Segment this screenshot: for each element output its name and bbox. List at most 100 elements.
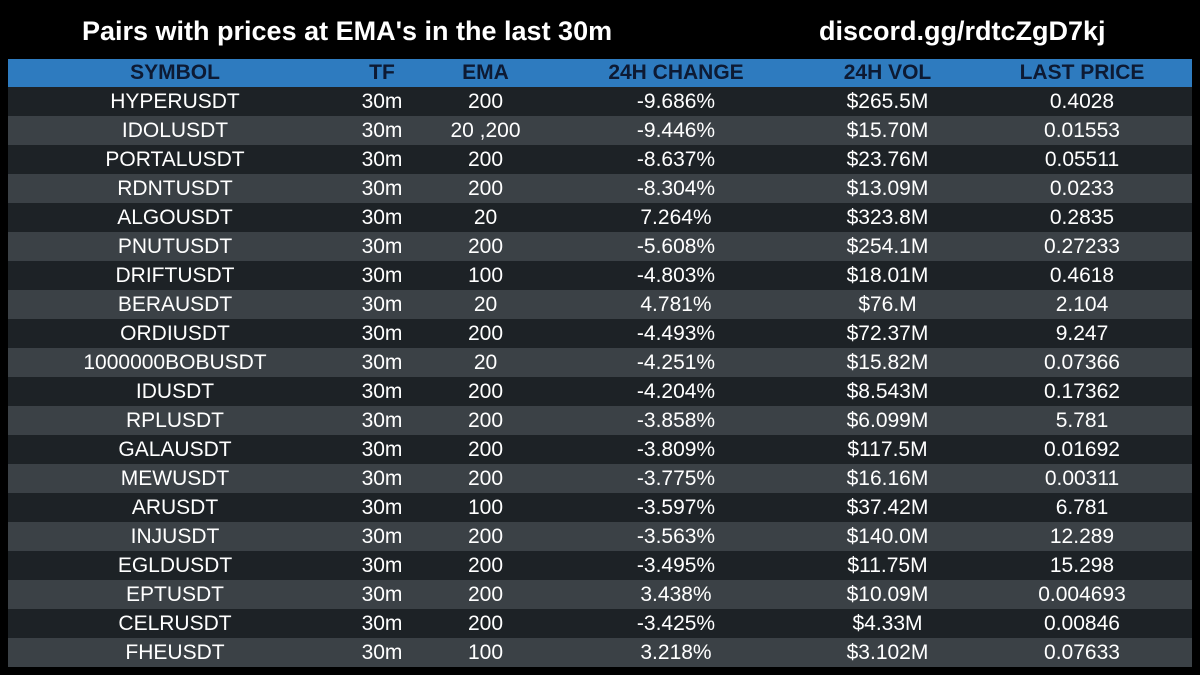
- tf-cell: 30m: [361, 496, 403, 519]
- change-cell: -3.775%: [636, 467, 716, 490]
- volume-cell: $117.5M: [847, 438, 928, 461]
- change-cell: -4.251%: [636, 351, 716, 374]
- table-row: FHEUSDT 30m 100 3.218% $3.102M 0.07633: [8, 638, 1192, 667]
- ema-cell: 200: [467, 409, 504, 432]
- ema-cell: 20: [473, 293, 498, 316]
- symbol-cell: IDUSDT: [135, 380, 215, 403]
- ema-cell: 200: [467, 235, 504, 258]
- symbol-cell: ORDIUSDT: [120, 322, 230, 345]
- tf-cell: 30m: [361, 554, 403, 577]
- volume-cell: $6.099M: [846, 409, 929, 432]
- symbol-cell: ARUSDT: [131, 496, 219, 519]
- volume-cell: $23.76M: [846, 148, 929, 171]
- volume-cell: $18.01M: [846, 264, 929, 287]
- last-price-cell: 0.0233: [1049, 177, 1115, 200]
- ema-cell: 200: [467, 467, 504, 490]
- change-cell: 3.438%: [640, 583, 712, 606]
- tf-cell: 30m: [361, 409, 403, 432]
- change-cell: -3.809%: [636, 438, 716, 461]
- table-row: IDOLUSDT 30m 20 ,200 -9.446% $15.70M 0.01553: [8, 116, 1192, 145]
- last-price-cell: 15.298: [1049, 554, 1115, 577]
- change-cell: -3.597%: [636, 496, 716, 519]
- last-price-cell: 0.01553: [1044, 119, 1120, 142]
- last-price-cell: 2.104: [1055, 293, 1109, 316]
- table-row: EGLDUSDT 30m 200 -3.495% $11.75M 15.298: [8, 551, 1192, 580]
- last-price-cell: 0.00846: [1044, 612, 1120, 635]
- volume-cell: $10.09M: [846, 583, 929, 606]
- change-cell: -9.446%: [636, 119, 716, 142]
- last-price-cell: 0.05511: [1044, 148, 1120, 171]
- symbol-cell: PORTALUSDT: [105, 148, 245, 171]
- last-price-cell: 9.247: [1055, 322, 1109, 345]
- tf-cell: 30m: [361, 322, 403, 345]
- ema-cell: 200: [467, 148, 504, 171]
- column-header-24h-vol: 24H VOL: [843, 61, 932, 84]
- tf-cell: 30m: [361, 467, 403, 490]
- ema-cell: 20 ,200: [450, 119, 521, 142]
- ema-cell: 200: [467, 90, 504, 113]
- symbol-cell: EPTUSDT: [125, 583, 224, 606]
- volume-cell: $265.5M: [846, 90, 929, 113]
- change-cell: -5.608%: [636, 235, 716, 258]
- table-row: PNUTUSDT 30m 200 -5.608% $254.1M 0.27233: [8, 232, 1192, 261]
- change-cell: -9.686%: [636, 90, 716, 113]
- tf-cell: 30m: [361, 380, 403, 403]
- tf-cell: 30m: [361, 351, 403, 374]
- change-cell: -4.803%: [636, 264, 716, 287]
- last-price-cell: 0.004693: [1038, 583, 1126, 606]
- volume-cell: $140.0M: [846, 525, 929, 548]
- change-cell: -3.563%: [636, 525, 716, 548]
- tf-cell: 30m: [361, 438, 403, 461]
- volume-cell: $16.16M: [846, 467, 929, 490]
- volume-cell: $76.M: [858, 293, 917, 316]
- ema-cell: 20: [473, 351, 498, 374]
- last-price-cell: 12.289: [1049, 525, 1115, 548]
- table-body: HYPERUSDT 30m 200 -9.686% $265.5M 0.4028 IDOLU…: [8, 87, 1192, 667]
- volume-cell: $72.37M: [846, 322, 929, 345]
- tf-cell: 30m: [361, 177, 403, 200]
- ema-cell: 100: [467, 496, 504, 519]
- tf-cell: 30m: [361, 206, 403, 229]
- last-price-cell: 0.27233: [1044, 235, 1120, 258]
- last-price-cell: 0.07633: [1044, 641, 1120, 664]
- volume-cell: $254.1M: [846, 235, 929, 258]
- symbol-cell: 1000000BOBUSDT: [83, 351, 267, 374]
- table-row: ORDIUSDT 30m 200 -4.493% $72.37M 9.247: [8, 319, 1192, 348]
- ema-cell: 100: [467, 641, 504, 664]
- header: Pairs with prices at EMA's in the last 3…: [0, 0, 1200, 60]
- symbol-cell: PNUTUSDT: [117, 235, 233, 258]
- volume-cell: $3.102M: [846, 641, 929, 664]
- volume-cell: $13.09M: [846, 177, 929, 200]
- symbol-cell: ALGOUSDT: [117, 206, 233, 229]
- change-cell: 7.264%: [640, 206, 712, 229]
- table-row: HYPERUSDT 30m 200 -9.686% $265.5M 0.4028: [8, 87, 1192, 116]
- ema-cell: 200: [467, 612, 504, 635]
- symbol-cell: HYPERUSDT: [110, 90, 240, 113]
- discord-link-text: discord.gg/rdtcZgD7kj: [819, 16, 1106, 46]
- table-row: RPLUSDT 30m 200 -3.858% $6.099M 5.781: [8, 406, 1192, 435]
- table-row: ALGOUSDT 30m 20 7.264% $323.8M 0.2835: [8, 203, 1192, 232]
- last-price-cell: 0.4618: [1049, 264, 1115, 287]
- last-price-cell: 0.2835: [1049, 206, 1115, 229]
- symbol-cell: MEWUSDT: [120, 467, 230, 490]
- last-price-cell: 0.17362: [1044, 380, 1120, 403]
- symbol-cell: RDNTUSDT: [117, 177, 233, 200]
- tf-cell: 30m: [361, 148, 403, 171]
- symbol-cell: GALAUSDT: [118, 438, 232, 461]
- table-row: 1000000BOBUSDT 30m 20 -4.251% $15.82M 0.07366: [8, 348, 1192, 377]
- table-row: GALAUSDT 30m 200 -3.809% $117.5M 0.01692: [8, 435, 1192, 464]
- tf-cell: 30m: [361, 612, 403, 635]
- symbol-cell: CELRUSDT: [118, 612, 232, 635]
- last-price-cell: 0.00311: [1044, 467, 1120, 490]
- change-cell: -4.493%: [636, 322, 716, 345]
- ema-cell: 200: [467, 525, 504, 548]
- table-row: EPTUSDT 30m 200 3.438% $10.09M 0.004693: [8, 580, 1192, 609]
- change-cell: 4.781%: [640, 293, 712, 316]
- table-row: CELRUSDT 30m 200 -3.425% $4.33M 0.00846: [8, 609, 1192, 638]
- ema-cell: 100: [467, 264, 504, 287]
- last-price-cell: 0.07366: [1044, 351, 1120, 374]
- volume-cell: $37.42M: [846, 496, 929, 519]
- tf-cell: 30m: [361, 119, 403, 142]
- ema-cell: 200: [467, 554, 504, 577]
- table-row: BERAUSDT 30m 20 4.781% $76.M 2.104: [8, 290, 1192, 319]
